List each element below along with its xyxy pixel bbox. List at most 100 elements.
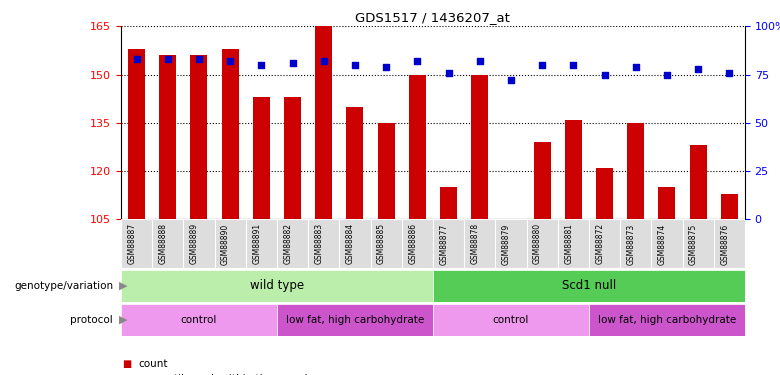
Text: count: count [138,359,168,369]
Bar [658,187,675,219]
Bar [339,219,370,268]
Point [380,64,392,70]
Text: GSM88873: GSM88873 [626,223,636,264]
Text: GSM88875: GSM88875 [689,223,698,264]
Bar [346,107,363,219]
Text: low fat, high carbohydrate: low fat, high carbohydrate [597,315,736,325]
Point [536,62,548,68]
Bar [565,120,582,219]
Bar [378,123,395,219]
Text: GSM88872: GSM88872 [595,223,604,264]
Bar [253,97,270,219]
Bar [627,123,644,219]
Point [317,58,330,64]
Text: ■: ■ [122,374,132,375]
Text: ▶: ▶ [119,281,127,291]
Point [598,72,611,78]
Bar [558,219,589,268]
Bar [440,187,457,219]
Text: GSM88876: GSM88876 [720,223,729,264]
Point [161,56,174,62]
Text: protocol: protocol [70,315,113,325]
Text: GSM88882: GSM88882 [283,223,292,264]
Text: ▶: ▶ [119,315,127,325]
Text: GSM88891: GSM88891 [252,223,261,264]
Point [505,77,517,83]
Point [661,72,673,78]
Bar [222,49,239,219]
Bar [433,304,589,336]
Bar [464,219,495,268]
Bar [152,219,183,268]
Bar [526,219,558,268]
Text: low fat, high carbohydrate: low fat, high carbohydrate [285,315,424,325]
Point [411,58,424,64]
Bar [471,75,488,219]
Text: genotype/variation: genotype/variation [14,281,113,291]
Text: GSM88886: GSM88886 [408,223,417,264]
Bar [402,219,433,268]
Text: GSM88890: GSM88890 [221,223,230,264]
Bar [121,219,152,268]
Point [193,56,205,62]
Bar [534,142,551,219]
Bar [714,219,745,268]
Bar [159,55,176,219]
Bar [589,219,620,268]
Point [629,64,642,70]
Point [567,62,580,68]
Point [349,62,361,68]
Text: control: control [181,315,217,325]
Point [286,60,299,66]
Text: ■: ■ [122,359,132,369]
Point [473,58,486,64]
Bar [682,219,714,268]
Bar [315,26,332,219]
Point [692,66,704,72]
Bar [409,75,426,219]
Bar [433,219,464,268]
Text: GSM88887: GSM88887 [127,223,136,264]
Bar [370,219,402,268]
Text: Scd1 null: Scd1 null [562,279,616,292]
Text: GSM88884: GSM88884 [346,223,355,264]
Point [130,56,143,62]
Bar [121,304,277,336]
Point [255,62,268,68]
Text: GSM88878: GSM88878 [470,223,480,264]
Text: GSM88888: GSM88888 [158,223,168,264]
Text: GSM88885: GSM88885 [377,223,386,264]
Title: GDS1517 / 1436207_at: GDS1517 / 1436207_at [356,11,510,24]
Bar [690,146,707,219]
Bar [620,219,651,268]
Bar [128,49,145,219]
Text: percentile rank within the sample: percentile rank within the sample [138,374,314,375]
Bar [246,219,277,268]
Text: GSM88874: GSM88874 [658,223,667,264]
Text: GSM88883: GSM88883 [314,223,324,264]
Bar [589,304,745,336]
Bar [651,219,682,268]
Text: GSM88879: GSM88879 [502,223,511,264]
Bar [215,219,246,268]
Bar [121,270,433,302]
Point [442,70,455,76]
Bar [495,219,526,268]
Text: GSM88877: GSM88877 [439,223,448,264]
Bar [596,168,613,219]
Bar [277,219,308,268]
Text: control: control [493,315,529,325]
Bar [308,219,339,268]
Bar [190,55,207,219]
Bar [721,194,738,219]
Bar [277,304,433,336]
Text: GSM88881: GSM88881 [564,223,573,264]
Bar [433,270,745,302]
Bar [183,219,214,268]
Text: GSM88880: GSM88880 [533,223,542,264]
Bar [284,97,301,219]
Text: GSM88889: GSM88889 [190,223,199,264]
Point [723,70,736,76]
Text: wild type: wild type [250,279,304,292]
Point [224,58,236,64]
